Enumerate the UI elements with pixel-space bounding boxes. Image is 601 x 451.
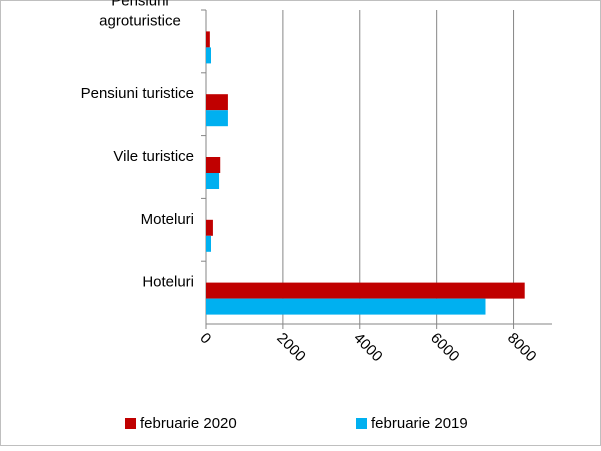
bar	[206, 235, 211, 252]
y-tick-label: Pensiuni agroturistice	[99, 0, 181, 29]
y-tick-label-line: Pensiuni	[111, 0, 169, 9]
y-tick-label-line: agroturistice	[99, 12, 181, 29]
legend-label: februarie 2020	[140, 415, 237, 432]
bar	[206, 110, 228, 127]
y-tick-label: Hoteluri	[142, 274, 194, 291]
bar	[206, 157, 221, 173]
bar	[206, 47, 211, 64]
legend-swatch	[125, 418, 136, 429]
legend-label: februarie 2019	[371, 415, 468, 432]
y-tick-label: Vile turistice	[113, 148, 194, 165]
legend-swatch	[356, 418, 367, 429]
y-tick-label: Moteluri	[141, 211, 194, 228]
bar	[206, 94, 228, 111]
bar	[206, 298, 486, 315]
bar	[206, 219, 213, 236]
y-tick-label: Pensiuni turistice	[81, 85, 194, 102]
bar	[206, 31, 210, 48]
bar	[206, 282, 525, 299]
bar	[206, 173, 220, 189]
